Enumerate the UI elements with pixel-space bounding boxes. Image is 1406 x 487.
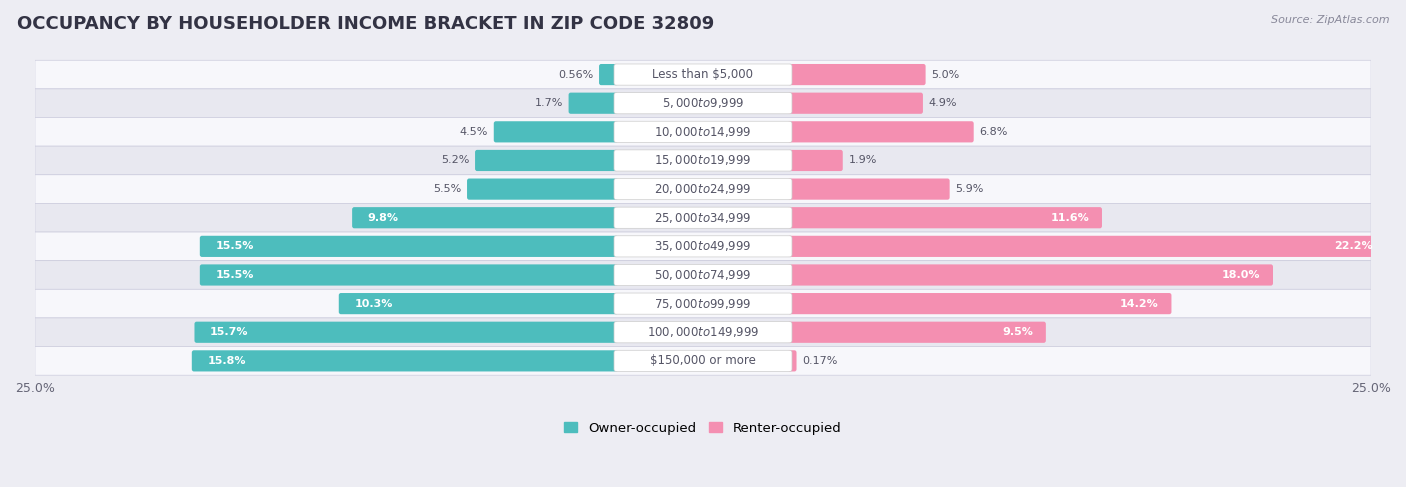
FancyBboxPatch shape [614, 236, 792, 257]
FancyBboxPatch shape [200, 264, 619, 285]
FancyBboxPatch shape [467, 179, 619, 200]
FancyBboxPatch shape [35, 232, 1371, 261]
Text: $35,000 to $49,999: $35,000 to $49,999 [654, 239, 752, 253]
Text: 1.7%: 1.7% [534, 98, 562, 108]
Text: $5,000 to $9,999: $5,000 to $9,999 [662, 96, 744, 110]
Text: $25,000 to $34,999: $25,000 to $34,999 [654, 211, 752, 225]
Text: 9.5%: 9.5% [1002, 327, 1033, 337]
Text: Less than $5,000: Less than $5,000 [652, 68, 754, 81]
FancyBboxPatch shape [614, 150, 792, 171]
Text: 15.5%: 15.5% [215, 270, 253, 280]
FancyBboxPatch shape [35, 289, 1371, 318]
FancyBboxPatch shape [614, 321, 792, 343]
Text: 4.5%: 4.5% [460, 127, 488, 137]
Text: $15,000 to $19,999: $15,000 to $19,999 [654, 153, 752, 168]
FancyBboxPatch shape [614, 64, 792, 85]
FancyBboxPatch shape [35, 117, 1371, 146]
Text: $75,000 to $99,999: $75,000 to $99,999 [654, 297, 752, 311]
FancyBboxPatch shape [568, 93, 619, 114]
Text: $50,000 to $74,999: $50,000 to $74,999 [654, 268, 752, 282]
FancyBboxPatch shape [35, 175, 1371, 204]
FancyBboxPatch shape [35, 347, 1371, 375]
FancyBboxPatch shape [614, 179, 792, 200]
Text: Source: ZipAtlas.com: Source: ZipAtlas.com [1271, 15, 1389, 25]
Text: 5.2%: 5.2% [441, 155, 470, 166]
Text: 15.8%: 15.8% [207, 356, 246, 366]
Text: 14.2%: 14.2% [1119, 299, 1159, 309]
FancyBboxPatch shape [787, 121, 974, 142]
FancyBboxPatch shape [200, 236, 619, 257]
Text: $150,000 or more: $150,000 or more [650, 355, 756, 367]
Text: 22.2%: 22.2% [1334, 242, 1372, 251]
Text: 5.9%: 5.9% [956, 184, 984, 194]
Text: 4.9%: 4.9% [929, 98, 957, 108]
FancyBboxPatch shape [599, 64, 619, 85]
FancyBboxPatch shape [35, 261, 1371, 289]
FancyBboxPatch shape [787, 293, 1171, 314]
Text: 5.5%: 5.5% [433, 184, 461, 194]
Text: 15.5%: 15.5% [215, 242, 253, 251]
Text: 1.9%: 1.9% [849, 155, 877, 166]
FancyBboxPatch shape [614, 93, 792, 114]
Text: 6.8%: 6.8% [980, 127, 1008, 137]
FancyBboxPatch shape [787, 264, 1272, 285]
FancyBboxPatch shape [787, 350, 797, 372]
Text: OCCUPANCY BY HOUSEHOLDER INCOME BRACKET IN ZIP CODE 32809: OCCUPANCY BY HOUSEHOLDER INCOME BRACKET … [17, 15, 714, 33]
Text: 0.17%: 0.17% [803, 356, 838, 366]
FancyBboxPatch shape [614, 264, 792, 285]
Text: 15.7%: 15.7% [209, 327, 249, 337]
FancyBboxPatch shape [787, 179, 949, 200]
FancyBboxPatch shape [614, 350, 792, 372]
FancyBboxPatch shape [475, 150, 619, 171]
Text: 10.3%: 10.3% [354, 299, 392, 309]
FancyBboxPatch shape [787, 321, 1046, 343]
Text: 9.8%: 9.8% [367, 213, 399, 223]
FancyBboxPatch shape [787, 93, 922, 114]
FancyBboxPatch shape [787, 236, 1385, 257]
Text: 5.0%: 5.0% [932, 70, 960, 79]
Text: $20,000 to $24,999: $20,000 to $24,999 [654, 182, 752, 196]
FancyBboxPatch shape [35, 204, 1371, 232]
FancyBboxPatch shape [787, 150, 842, 171]
FancyBboxPatch shape [191, 350, 619, 372]
FancyBboxPatch shape [614, 207, 792, 228]
Text: $100,000 to $149,999: $100,000 to $149,999 [647, 325, 759, 339]
FancyBboxPatch shape [35, 318, 1371, 347]
FancyBboxPatch shape [35, 89, 1371, 117]
Text: 11.6%: 11.6% [1050, 213, 1090, 223]
FancyBboxPatch shape [35, 60, 1371, 89]
FancyBboxPatch shape [614, 293, 792, 314]
FancyBboxPatch shape [35, 146, 1371, 175]
Text: $10,000 to $14,999: $10,000 to $14,999 [654, 125, 752, 139]
Legend: Owner-occupied, Renter-occupied: Owner-occupied, Renter-occupied [560, 416, 846, 440]
FancyBboxPatch shape [352, 207, 619, 228]
FancyBboxPatch shape [787, 64, 925, 85]
FancyBboxPatch shape [339, 293, 619, 314]
FancyBboxPatch shape [494, 121, 619, 142]
Text: 18.0%: 18.0% [1222, 270, 1260, 280]
Text: 0.56%: 0.56% [558, 70, 593, 79]
FancyBboxPatch shape [194, 321, 619, 343]
FancyBboxPatch shape [787, 207, 1102, 228]
FancyBboxPatch shape [614, 121, 792, 142]
